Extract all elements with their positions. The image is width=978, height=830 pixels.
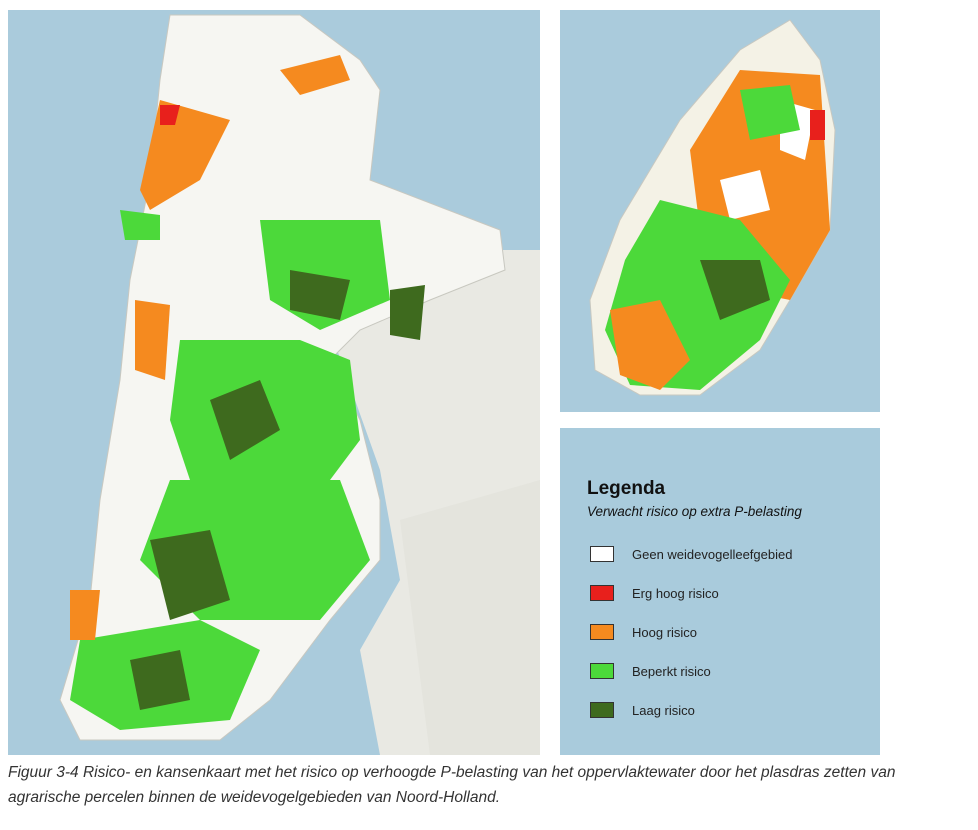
legend-subtitle: Verwacht risico op extra P-belasting — [587, 504, 802, 519]
legend-title: Legenda — [587, 478, 666, 499]
legend-swatch — [590, 624, 614, 640]
legend-label: Geen weidevogelleefgebied — [632, 546, 793, 562]
inset-map — [560, 10, 880, 412]
legend-label: Erg hoog risico — [632, 585, 719, 601]
legend-item: Beperkt risico — [590, 662, 711, 680]
legend-swatch — [590, 585, 614, 601]
legend-item: Erg hoog risico — [590, 584, 719, 602]
legend-swatch — [590, 663, 614, 679]
legend-swatch — [590, 702, 614, 718]
legend: Legenda Verwacht risico op extra P-belas… — [560, 428, 880, 755]
legend-label: Laag risico — [632, 702, 695, 718]
legend-item: Geen weidevogelleefgebied — [590, 545, 792, 563]
legend-label: Beperkt risico — [632, 663, 711, 679]
legend-item: Laag risico — [590, 701, 695, 719]
main-map — [8, 10, 540, 755]
legend-item: Hoog risico — [590, 623, 697, 641]
legend-label: Hoog risico — [632, 624, 698, 640]
legend-swatch — [590, 546, 614, 562]
caption: Figuur 3-4 Risico- en kansenkaart met he… — [8, 764, 896, 806]
maps — [8, 10, 880, 755]
